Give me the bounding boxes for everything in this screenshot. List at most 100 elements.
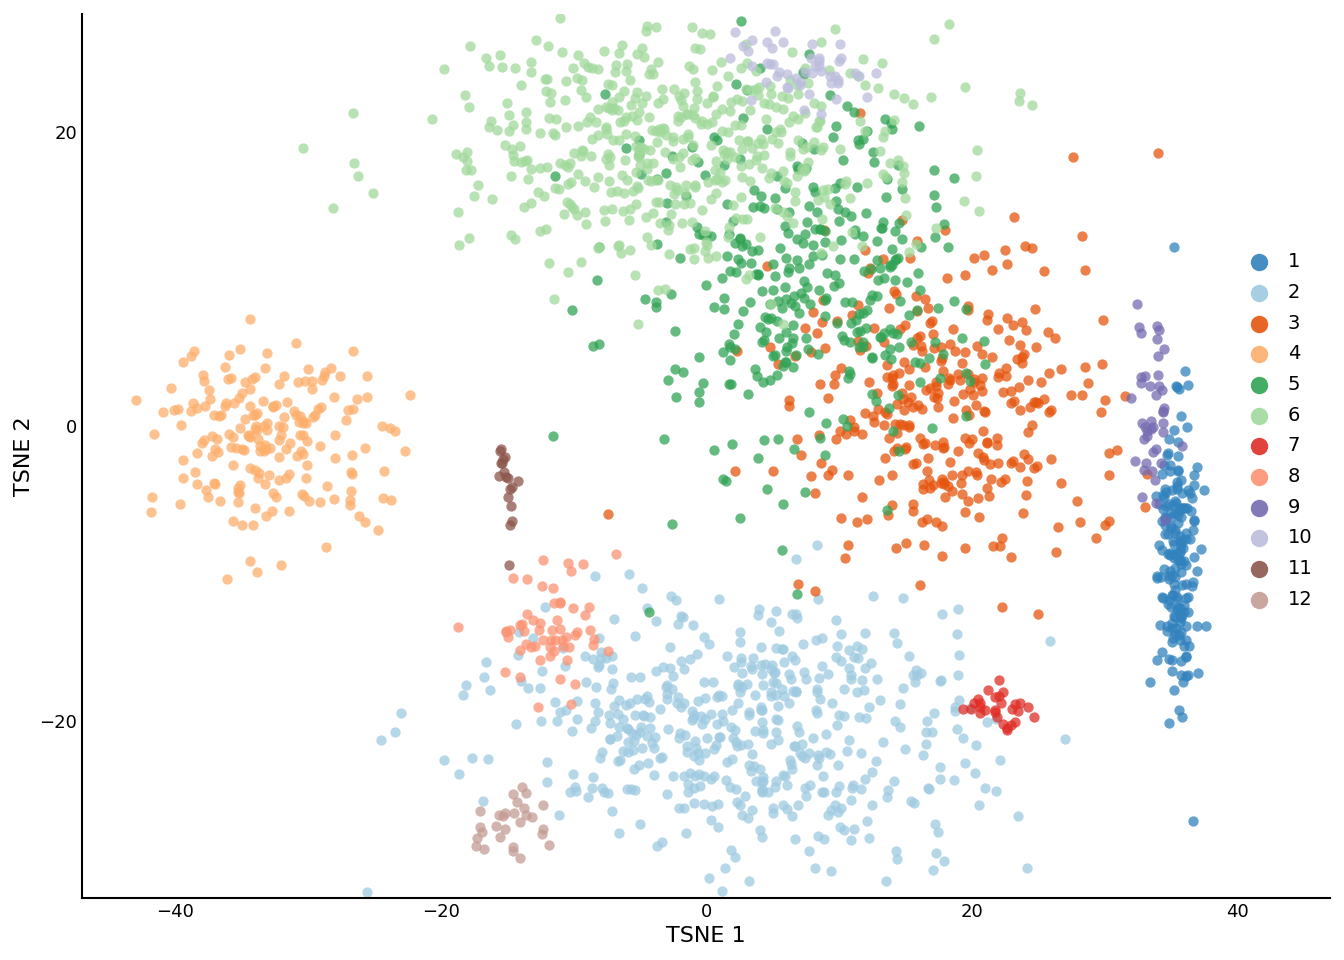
Point	[578, 599, 599, 614]
Point	[922, 326, 943, 342]
Point	[914, 292, 935, 307]
Point	[844, 222, 866, 237]
Point	[1169, 500, 1191, 516]
Point	[1134, 369, 1156, 384]
Point	[714, 290, 735, 305]
Point	[882, 497, 903, 513]
Point	[876, 874, 898, 889]
Point	[792, 636, 813, 652]
Point	[925, 374, 946, 390]
Point	[1146, 331, 1168, 347]
Point	[926, 220, 948, 235]
Point	[309, 438, 331, 453]
Point	[1153, 487, 1175, 502]
Point	[898, 649, 919, 664]
Point	[687, 91, 708, 107]
Point	[794, 321, 816, 336]
Point	[731, 807, 753, 823]
Point	[671, 109, 692, 125]
Point	[985, 690, 1007, 706]
Point	[302, 410, 324, 425]
Point	[774, 354, 796, 370]
Point	[555, 74, 577, 89]
Point	[583, 631, 605, 646]
Point	[293, 488, 314, 503]
Point	[918, 350, 939, 366]
Point	[1161, 567, 1183, 583]
Point	[282, 403, 304, 419]
Point	[785, 684, 806, 700]
Point	[802, 141, 824, 156]
Point	[868, 692, 890, 708]
Point	[805, 184, 827, 200]
Point	[829, 36, 851, 51]
Point	[497, 470, 519, 486]
Point	[603, 699, 625, 714]
Point	[1003, 453, 1024, 468]
Point	[597, 785, 618, 801]
Point	[769, 330, 790, 346]
Point	[616, 109, 637, 125]
Point	[195, 483, 216, 498]
Point	[750, 639, 771, 655]
Point	[215, 396, 237, 411]
Point	[852, 334, 874, 349]
Point	[1160, 457, 1181, 472]
Point	[665, 180, 687, 195]
Point	[629, 132, 650, 148]
Point	[719, 779, 741, 794]
Point	[880, 351, 902, 367]
Point	[1148, 322, 1169, 337]
Point	[695, 227, 716, 242]
Point	[202, 428, 223, 444]
Point	[695, 234, 716, 250]
Point	[828, 202, 849, 217]
Point	[1146, 146, 1168, 161]
Point	[804, 221, 825, 236]
Point	[696, 95, 718, 110]
Point	[931, 350, 953, 366]
Point	[683, 748, 704, 763]
Point	[800, 778, 821, 793]
Point	[1159, 572, 1180, 588]
Point	[786, 158, 808, 174]
Point	[293, 427, 314, 443]
Point	[1168, 435, 1189, 450]
Point	[677, 784, 699, 800]
Point	[751, 714, 773, 730]
Point	[1175, 650, 1196, 665]
Point	[895, 207, 917, 223]
Point	[269, 472, 290, 488]
Point	[624, 708, 645, 723]
Point	[773, 641, 794, 657]
Point	[468, 178, 489, 193]
Point	[243, 370, 265, 385]
Point	[589, 751, 610, 766]
Point	[235, 412, 257, 427]
Point	[875, 169, 896, 184]
Point	[1152, 502, 1173, 517]
Point	[593, 784, 614, 800]
Point	[559, 639, 581, 655]
Point	[599, 732, 621, 747]
Point	[1157, 546, 1179, 562]
Point	[737, 133, 758, 149]
Point	[233, 443, 254, 458]
Point	[814, 447, 836, 463]
Point	[574, 174, 595, 189]
Point	[753, 773, 774, 788]
Point	[925, 817, 946, 832]
Point	[1172, 500, 1193, 516]
Point	[931, 347, 953, 362]
Point	[839, 65, 860, 81]
Point	[738, 268, 759, 283]
Point	[562, 60, 583, 76]
Point	[767, 712, 789, 728]
Point	[259, 440, 281, 455]
Point	[831, 51, 852, 66]
Point	[199, 382, 220, 397]
Point	[511, 77, 532, 92]
Point	[478, 59, 500, 74]
Point	[737, 83, 758, 98]
Point	[849, 113, 871, 129]
